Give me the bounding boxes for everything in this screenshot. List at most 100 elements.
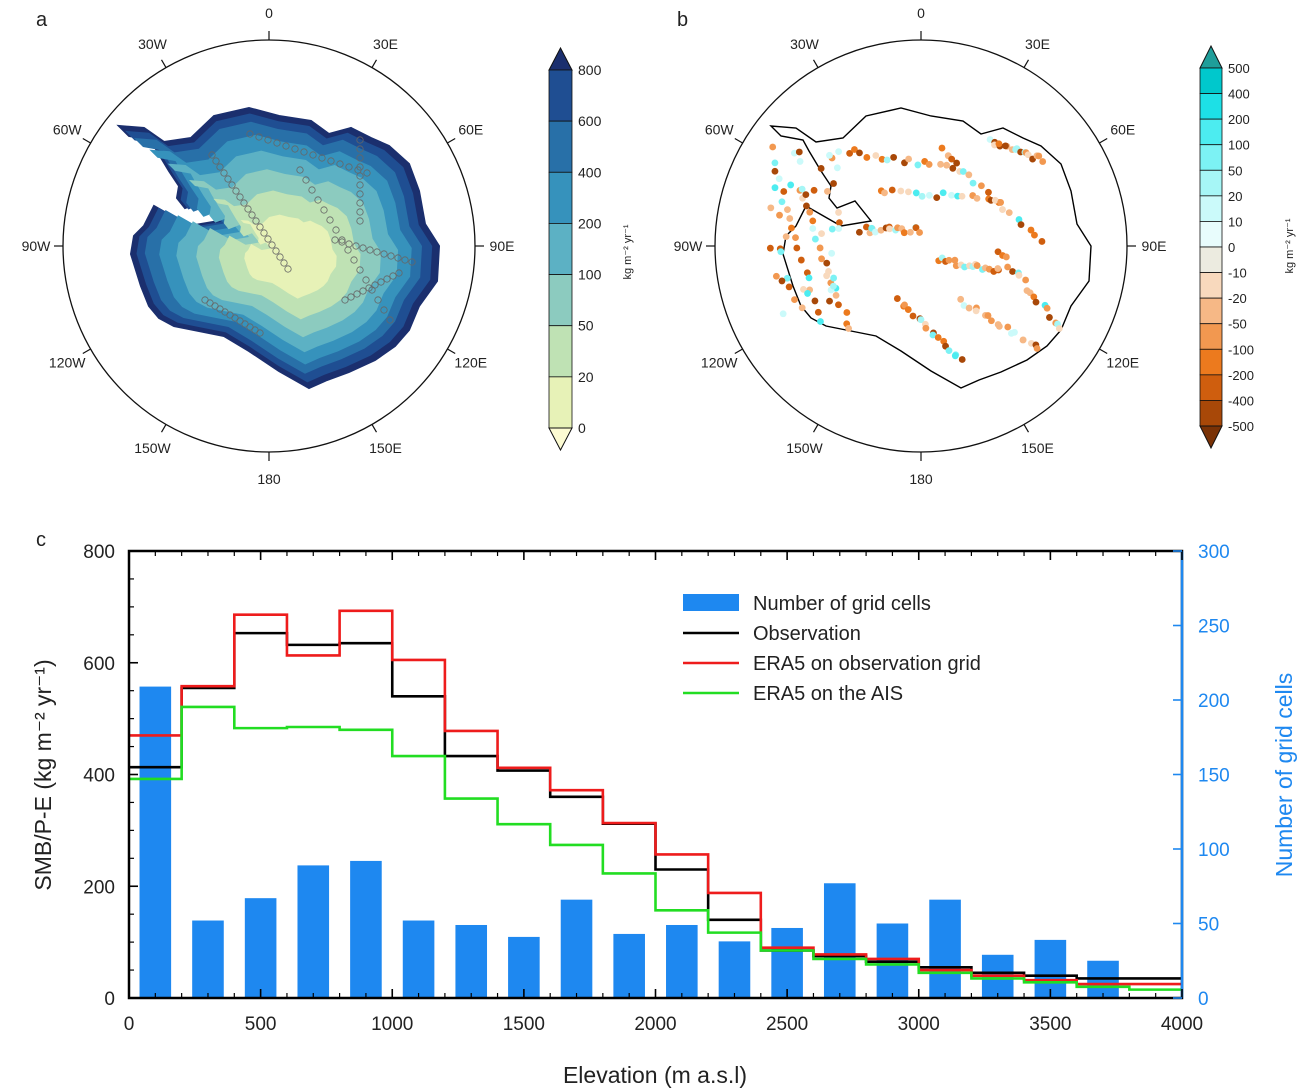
observation-site xyxy=(359,287,367,295)
colorbar-cell xyxy=(1199,93,1223,120)
panel-b-map: b 0 30E 60E 90E 120E 150E 180 150W 120W 90W 60W 30W… xyxy=(674,5,1296,487)
difference-point xyxy=(811,297,819,305)
difference-point xyxy=(803,202,810,210)
observation-site xyxy=(331,236,339,244)
observation-site xyxy=(318,154,326,162)
y-left-tick-label: 600 xyxy=(83,654,115,675)
difference-point xyxy=(881,189,888,197)
difference-point xyxy=(832,292,840,299)
observation-site xyxy=(356,172,364,180)
panel-a-letter: a xyxy=(36,9,48,31)
difference-point xyxy=(925,191,933,199)
legend-label: Number of grid cells xyxy=(753,593,931,615)
difference-point xyxy=(987,317,995,325)
difference-point xyxy=(1017,221,1025,229)
longitude-label: 90E xyxy=(1142,238,1167,254)
series-line xyxy=(129,631,1182,980)
colorbar-top-arrow xyxy=(548,46,573,71)
difference-point xyxy=(959,168,967,175)
colorbar-cell xyxy=(1199,67,1223,94)
observation-site xyxy=(236,193,244,201)
difference-point xyxy=(914,161,922,169)
difference-point xyxy=(1035,152,1043,160)
x-tick-label: 4000 xyxy=(1161,1014,1203,1035)
colorbar-tick-label: 100 xyxy=(1228,138,1250,153)
longitude-label: 30W xyxy=(138,36,168,52)
difference-point xyxy=(948,191,955,199)
observation-site xyxy=(282,142,290,150)
difference-point xyxy=(846,149,854,157)
difference-point xyxy=(835,301,842,309)
longitude-tick xyxy=(1023,424,1030,433)
colorbar-tick-label: -100 xyxy=(1228,342,1254,357)
grid-cell-count-bar xyxy=(350,860,382,998)
panel-b-longitude-labels: 0 30E 60E 90E 120E 150E 180 150W 120W 90W 60W 30W xyxy=(674,5,1167,487)
x-tick-label: 2000 xyxy=(634,1014,676,1035)
difference-point xyxy=(994,248,1002,256)
colorbar-cell xyxy=(1199,144,1223,171)
colorbar-cell xyxy=(548,376,573,429)
difference-point xyxy=(1038,238,1046,245)
difference-point xyxy=(1033,345,1041,352)
panel-c-letter: c xyxy=(36,529,46,551)
longitude-label: 120E xyxy=(1106,355,1139,371)
difference-point xyxy=(766,244,774,252)
observation-site xyxy=(356,208,364,216)
difference-point xyxy=(792,234,799,242)
observation-site xyxy=(220,169,228,177)
observation-site xyxy=(341,296,349,304)
difference-point xyxy=(771,167,779,175)
difference-point xyxy=(999,206,1006,213)
difference-point xyxy=(951,256,959,264)
difference-point xyxy=(783,274,791,282)
observation-site xyxy=(395,269,403,277)
difference-point xyxy=(775,175,783,183)
panel-a-map-boundary xyxy=(62,39,476,453)
observation-site xyxy=(252,217,260,225)
panel-b-difference-points xyxy=(766,136,1063,363)
longitude-label: 150E xyxy=(1021,440,1054,456)
difference-point xyxy=(1015,271,1023,279)
difference-point xyxy=(901,301,908,309)
difference-point xyxy=(805,274,813,282)
longitude-label: 30E xyxy=(1025,36,1050,52)
colorbar-tick-label: 400 xyxy=(1228,87,1250,102)
observation-site xyxy=(387,252,395,260)
observation-site xyxy=(244,205,252,213)
difference-point xyxy=(1031,231,1038,239)
legend-swatch-bars xyxy=(683,594,739,611)
panel-a-longitude-ticks xyxy=(54,31,484,461)
observation-site xyxy=(356,266,364,274)
difference-point xyxy=(1015,216,1023,223)
legend: Number of grid cells Observation ERA5 on o… xyxy=(683,593,981,705)
colorbar-tick-label: 200 xyxy=(1228,112,1250,127)
panel-b-antarctica-outline xyxy=(769,107,1092,389)
difference-point xyxy=(786,215,794,222)
difference-point xyxy=(771,159,779,167)
legend-label: ERA5 on the AIS xyxy=(753,683,903,705)
observation-site xyxy=(345,163,353,171)
colorbar-tick-label: 200 xyxy=(578,215,602,231)
longitude-tick xyxy=(734,137,743,144)
difference-point xyxy=(977,182,985,190)
difference-point xyxy=(828,249,836,257)
longitude-tick xyxy=(160,59,167,68)
grid-cell-count-bar xyxy=(823,883,856,998)
colorbar-tick-label: -200 xyxy=(1228,368,1254,383)
difference-point xyxy=(826,297,833,305)
longitude-label: 60E xyxy=(1110,122,1135,138)
colorbar-tick-label: 500 xyxy=(1228,61,1250,76)
colorbar-cell xyxy=(1199,118,1223,146)
difference-point xyxy=(795,148,803,156)
observation-site xyxy=(268,241,276,249)
difference-point xyxy=(811,235,819,243)
observation-site xyxy=(332,226,340,234)
observation-site xyxy=(401,256,409,264)
y-right-tick-label: 200 xyxy=(1198,691,1230,712)
colorbar-cell xyxy=(548,325,573,378)
difference-point xyxy=(1024,151,1032,159)
observation-site xyxy=(208,151,216,159)
difference-point xyxy=(817,318,824,325)
colorbar-tick-label: -50 xyxy=(1228,317,1247,332)
